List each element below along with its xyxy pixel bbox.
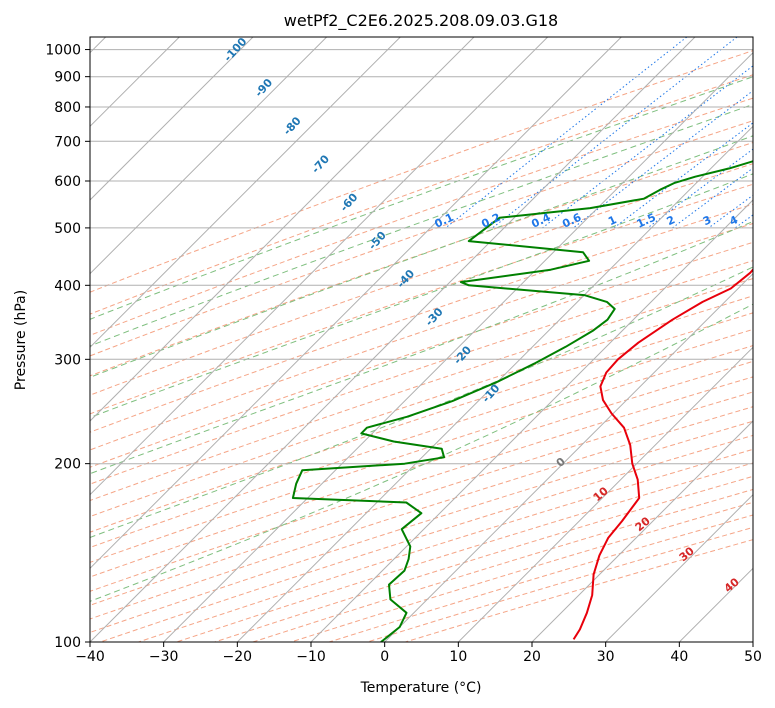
isotherm bbox=[90, 37, 254, 201]
x-tick-label: 50 bbox=[744, 649, 762, 665]
isotherm bbox=[163, 51, 753, 642]
y-tick-label: 1000 bbox=[45, 43, 81, 59]
isotherm bbox=[531, 420, 753, 642]
x-tick-label: 0 bbox=[380, 649, 389, 665]
isotherm bbox=[605, 493, 753, 642]
dry-adiabat bbox=[90, 345, 753, 563]
y-tick-label: 600 bbox=[54, 174, 81, 190]
x-tick-label: −20 bbox=[223, 649, 253, 665]
dry-adiabat bbox=[90, 50, 753, 293]
isotherm bbox=[90, 37, 475, 422]
x-tick-label: −10 bbox=[296, 649, 326, 665]
dry-adiabat bbox=[90, 141, 753, 377]
profile-lines bbox=[291, 160, 753, 642]
dewpoint-profile bbox=[291, 160, 753, 642]
mixing-ratio-line bbox=[672, 167, 753, 229]
isotherm bbox=[310, 199, 753, 642]
y-tick-label: 200 bbox=[54, 457, 81, 473]
isotherm bbox=[236, 125, 753, 642]
dry-adiabat bbox=[90, 312, 753, 533]
dry-adiabat bbox=[90, 97, 753, 336]
moist-adiabat bbox=[90, 76, 753, 320]
x-axis-label: Temperature (°C) bbox=[360, 680, 482, 696]
y-tick-label: 300 bbox=[54, 352, 81, 368]
x-tick-label: −30 bbox=[149, 649, 179, 665]
x-tick-label: 30 bbox=[597, 649, 615, 665]
x-tick-label: 40 bbox=[670, 649, 688, 665]
dry-adiabat bbox=[90, 360, 753, 578]
x-tick-label: 20 bbox=[523, 649, 541, 665]
mixing-ratio-line bbox=[572, 90, 753, 229]
dry-adiabat bbox=[90, 376, 753, 592]
y-tick-label: 400 bbox=[54, 278, 81, 294]
y-axis-label: Pressure (hPa) bbox=[13, 290, 29, 390]
dry-adiabat bbox=[90, 163, 753, 396]
dry-adiabat bbox=[90, 278, 753, 502]
plot-frame bbox=[89, 36, 754, 643]
y-tick-label: 800 bbox=[54, 100, 81, 116]
x-tick-label: 10 bbox=[449, 649, 467, 665]
axis-ticks: −40 −30 −20 −10 0 10 20 30 40 50 100 200 300 400 500 60… bbox=[45, 43, 762, 665]
isotherm bbox=[90, 37, 622, 570]
dry-adiabat bbox=[90, 260, 753, 485]
chart-title: wetPf2_C2E6.2025.208.09.03.G18 bbox=[284, 11, 558, 31]
pressure-grid bbox=[90, 37, 753, 642]
moist-adiabat bbox=[90, 303, 753, 602]
x-tick-label: −40 bbox=[75, 649, 105, 665]
dry-adiabat bbox=[90, 328, 753, 548]
y-tick-label: 900 bbox=[54, 70, 81, 86]
isotherm bbox=[90, 37, 328, 275]
y-tick-label: 500 bbox=[54, 221, 81, 237]
isotherm bbox=[384, 272, 753, 642]
dry-adiabat bbox=[90, 295, 753, 518]
dry-adiabat bbox=[90, 183, 753, 415]
dry-adiabat bbox=[90, 391, 753, 606]
mixing-ratio-line bbox=[542, 65, 753, 229]
isotherm bbox=[90, 37, 401, 349]
isotherm bbox=[457, 346, 753, 642]
moist-adiabat bbox=[90, 266, 753, 539]
y-tick-label: 700 bbox=[54, 134, 81, 150]
moist-adiabat bbox=[90, 173, 753, 419]
temperature-profile bbox=[572, 268, 753, 640]
isotherm bbox=[90, 37, 549, 496]
y-tick-label: 100 bbox=[54, 635, 81, 651]
isotherm bbox=[90, 37, 696, 642]
